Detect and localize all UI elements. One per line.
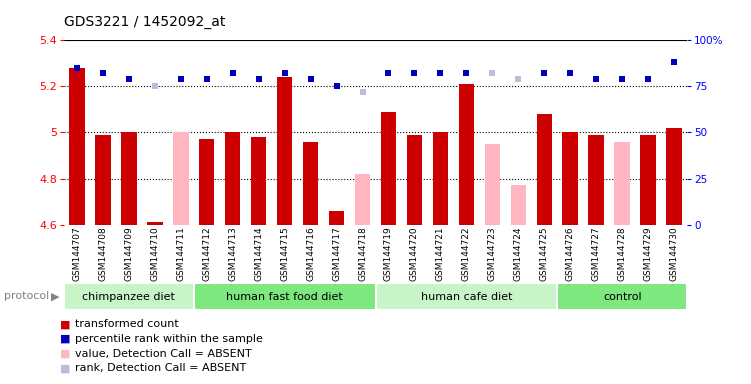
FancyBboxPatch shape [376,283,557,310]
Bar [589,135,604,225]
Bar [329,211,344,225]
Bar [407,135,422,225]
Text: percentile rank within the sample: percentile rank within the sample [75,334,263,344]
Bar [666,128,682,225]
Bar [69,68,85,225]
Text: transformed count: transformed count [75,319,179,329]
Text: rank, Detection Call = ABSENT: rank, Detection Call = ABSENT [75,363,246,373]
Bar [459,84,474,225]
Bar [251,137,267,225]
Bar [641,135,656,225]
Bar [121,132,137,225]
Text: ▶: ▶ [51,291,59,301]
Text: human fast food diet: human fast food diet [226,291,343,302]
Bar [433,132,448,225]
FancyBboxPatch shape [557,283,687,310]
Text: ■: ■ [60,363,71,373]
Bar [536,114,552,225]
Bar [303,142,318,225]
Text: value, Detection Call = ABSENT: value, Detection Call = ABSENT [75,349,252,359]
FancyBboxPatch shape [64,283,194,310]
Bar [95,135,110,225]
Bar [225,132,240,225]
Bar [381,112,397,225]
Text: control: control [603,291,641,302]
Text: ■: ■ [60,319,71,329]
Text: ■: ■ [60,349,71,359]
Bar [199,139,215,225]
Text: protocol: protocol [4,291,49,301]
Bar [562,132,578,225]
Text: chimpanzee diet: chimpanzee diet [83,291,175,302]
Bar [173,132,189,225]
Bar [614,142,630,225]
Text: ■: ■ [60,334,71,344]
Bar [277,77,292,225]
Bar [511,185,526,225]
FancyBboxPatch shape [194,283,376,310]
Bar [354,174,370,225]
Text: GDS3221 / 1452092_at: GDS3221 / 1452092_at [64,15,225,29]
Text: human cafe diet: human cafe diet [421,291,512,302]
Bar [484,144,500,225]
Bar [147,222,162,225]
